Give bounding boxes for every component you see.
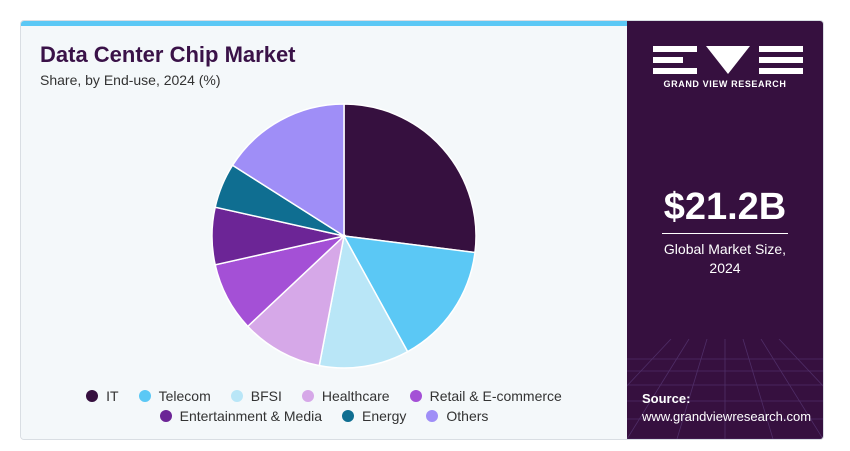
legend-label: Energy: [362, 408, 407, 424]
info-sidebar: GRAND VIEW RESEARCH $21.2B Global Market…: [627, 21, 823, 439]
legend-swatch-icon: [342, 410, 355, 422]
legend-swatch-icon: [138, 390, 151, 402]
legend-item-energy: Energy: [342, 408, 406, 424]
market-label-line2: 2024: [709, 260, 741, 276]
grand-view-research-logo-icon: [653, 46, 803, 74]
divider: [662, 233, 788, 234]
pie-slice-bfsi: [318, 233, 409, 369]
market-size-label: Global Market Size, 2024: [627, 240, 823, 278]
legend-swatch-icon: [86, 390, 99, 402]
legend-swatch-icon: [426, 410, 439, 422]
legend-label: Telecom: [158, 388, 211, 404]
legend-item-retail-e-commerce: Retail & E-commerce: [409, 388, 562, 404]
legend-swatch-icon: [230, 390, 243, 402]
brand-name: GRAND VIEW RESEARCH: [663, 79, 787, 89]
legend-item-it: IT: [86, 388, 119, 404]
legend-swatch-icon: [409, 390, 422, 402]
pie-slice-healthcare: [246, 233, 346, 367]
legend-item-entertainment-media: Entertainment & Media: [159, 408, 323, 424]
market-size-value: $21.2B: [663, 186, 787, 228]
legend-swatch-icon: [301, 390, 314, 402]
chart-legend: IT Telecom BFSI Healthcare Retail & E-commer…: [21, 386, 627, 426]
legend-row: IT Telecom BFSI Healthcare Retail & E-commer…: [21, 386, 627, 406]
pie-chart: [211, 103, 477, 369]
legend-label: Others: [446, 408, 489, 424]
legend-label: BFSI: [250, 388, 282, 404]
pie-slice-it: [343, 103, 477, 254]
chart-panel: Data Center Chip Market Share, by End-us…: [21, 21, 627, 439]
legend-item-others: Others: [426, 408, 488, 424]
legend-swatch-icon: [159, 410, 172, 422]
legend-item-bfsi: BFSI: [230, 388, 282, 404]
grid-decoration: [627, 339, 823, 439]
source-label: Source:: [642, 391, 691, 406]
legend-label: Entertainment & Media: [179, 408, 323, 424]
legend-label: Healthcare: [321, 388, 390, 404]
pie-slice-others: [231, 103, 345, 238]
pie-slice-telecom: [342, 235, 476, 353]
accent-bar: [21, 21, 627, 26]
legend-label: IT: [106, 388, 119, 404]
legend-item-healthcare: Healthcare: [301, 388, 390, 404]
legend-label: Retail & E-commerce: [429, 388, 562, 404]
source-url: www.grandviewresearch.com: [642, 409, 812, 424]
legend-row: Entertainment & Media Energy Others: [21, 406, 627, 426]
chart-subtitle: Share, by End-use, 2024 (%): [40, 72, 221, 88]
chart-title: Data Center Chip Market: [40, 42, 296, 67]
market-label-line1: Global Market Size,: [663, 241, 787, 257]
chart-card: Data Center Chip Market Share, by End-us…: [20, 20, 824, 440]
legend-item-telecom: Telecom: [138, 388, 211, 404]
